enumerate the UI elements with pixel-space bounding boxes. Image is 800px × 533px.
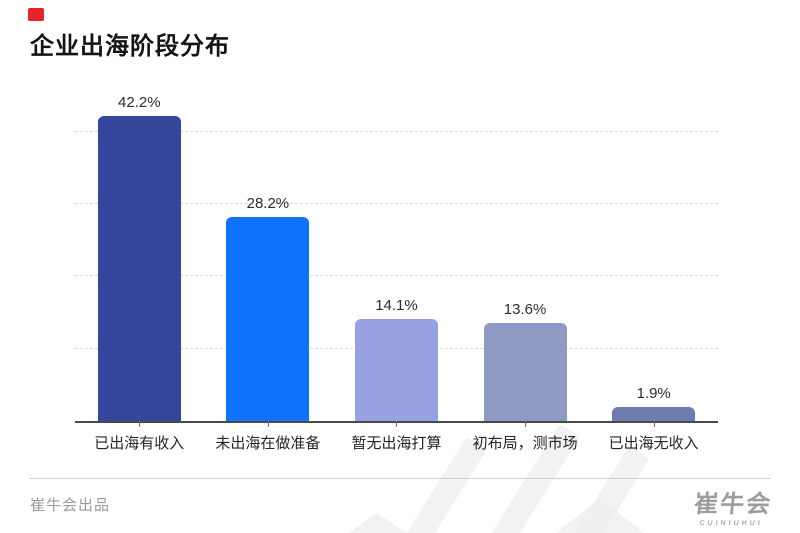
value-label: 28.2% xyxy=(246,195,290,213)
footer-credit: 崔牛会出品 xyxy=(30,497,111,514)
category-label: 已出海无收入 xyxy=(608,435,699,452)
gridline xyxy=(75,275,718,277)
axis-tick xyxy=(267,421,269,427)
bar-2 xyxy=(226,217,310,421)
value-label: 1.9% xyxy=(636,385,671,403)
bar-group: 14.1% 暂无出海打算 xyxy=(332,85,461,452)
axis-tick xyxy=(139,421,141,427)
bar-4 xyxy=(483,322,567,421)
axis-tick xyxy=(525,421,527,427)
footer-divider xyxy=(30,478,770,479)
watermark-triangle-icon xyxy=(345,513,409,533)
page-title: 企业出海阶段分布 xyxy=(30,33,230,60)
bar-1 xyxy=(97,115,181,421)
red-accent-square-icon xyxy=(28,8,44,21)
gridline xyxy=(75,130,718,132)
category-label: 未出海在做准备 xyxy=(215,435,321,452)
brand-logo-text: 崔牛会 xyxy=(692,491,774,518)
bar-group: 13.6% 初布局，测市场 xyxy=(461,85,590,452)
axis-tick xyxy=(653,421,655,427)
axis-tick xyxy=(396,421,398,427)
watermark-triangle-icon xyxy=(555,498,645,533)
category-label: 已出海有收入 xyxy=(94,435,185,452)
bar-group: 1.9% 已出海无收入 xyxy=(589,85,718,452)
brand-logo: 崔牛会 CUINIUHUI xyxy=(692,484,775,527)
bars: 42.2% 已出海有收入 28.2% 未出海在做准备 14.1% 暂无出海打算 13.6% 初… xyxy=(75,85,718,452)
value-label: 14.1% xyxy=(375,297,418,315)
bar-group: 28.2% 未出海在做准备 xyxy=(204,85,333,452)
brand-logo-subtext: CUINIUHUI xyxy=(699,520,764,527)
bar-3 xyxy=(354,319,438,421)
bar-group: 42.2% 已出海有收入 xyxy=(75,85,204,452)
gridline xyxy=(75,203,718,205)
value-label: 13.6% xyxy=(503,300,547,318)
category-label: 初布局，测市场 xyxy=(472,435,578,452)
watermark-slash-icon xyxy=(544,445,650,533)
bar-5 xyxy=(612,407,696,421)
category-label: 暂无出海打算 xyxy=(351,435,442,452)
value-label: 42.2% xyxy=(118,93,161,111)
bar-chart-plot: 42.2% 已出海有收入 28.2% 未出海在做准备 14.1% 暂无出海打算 13.6% 初… xyxy=(75,85,718,452)
